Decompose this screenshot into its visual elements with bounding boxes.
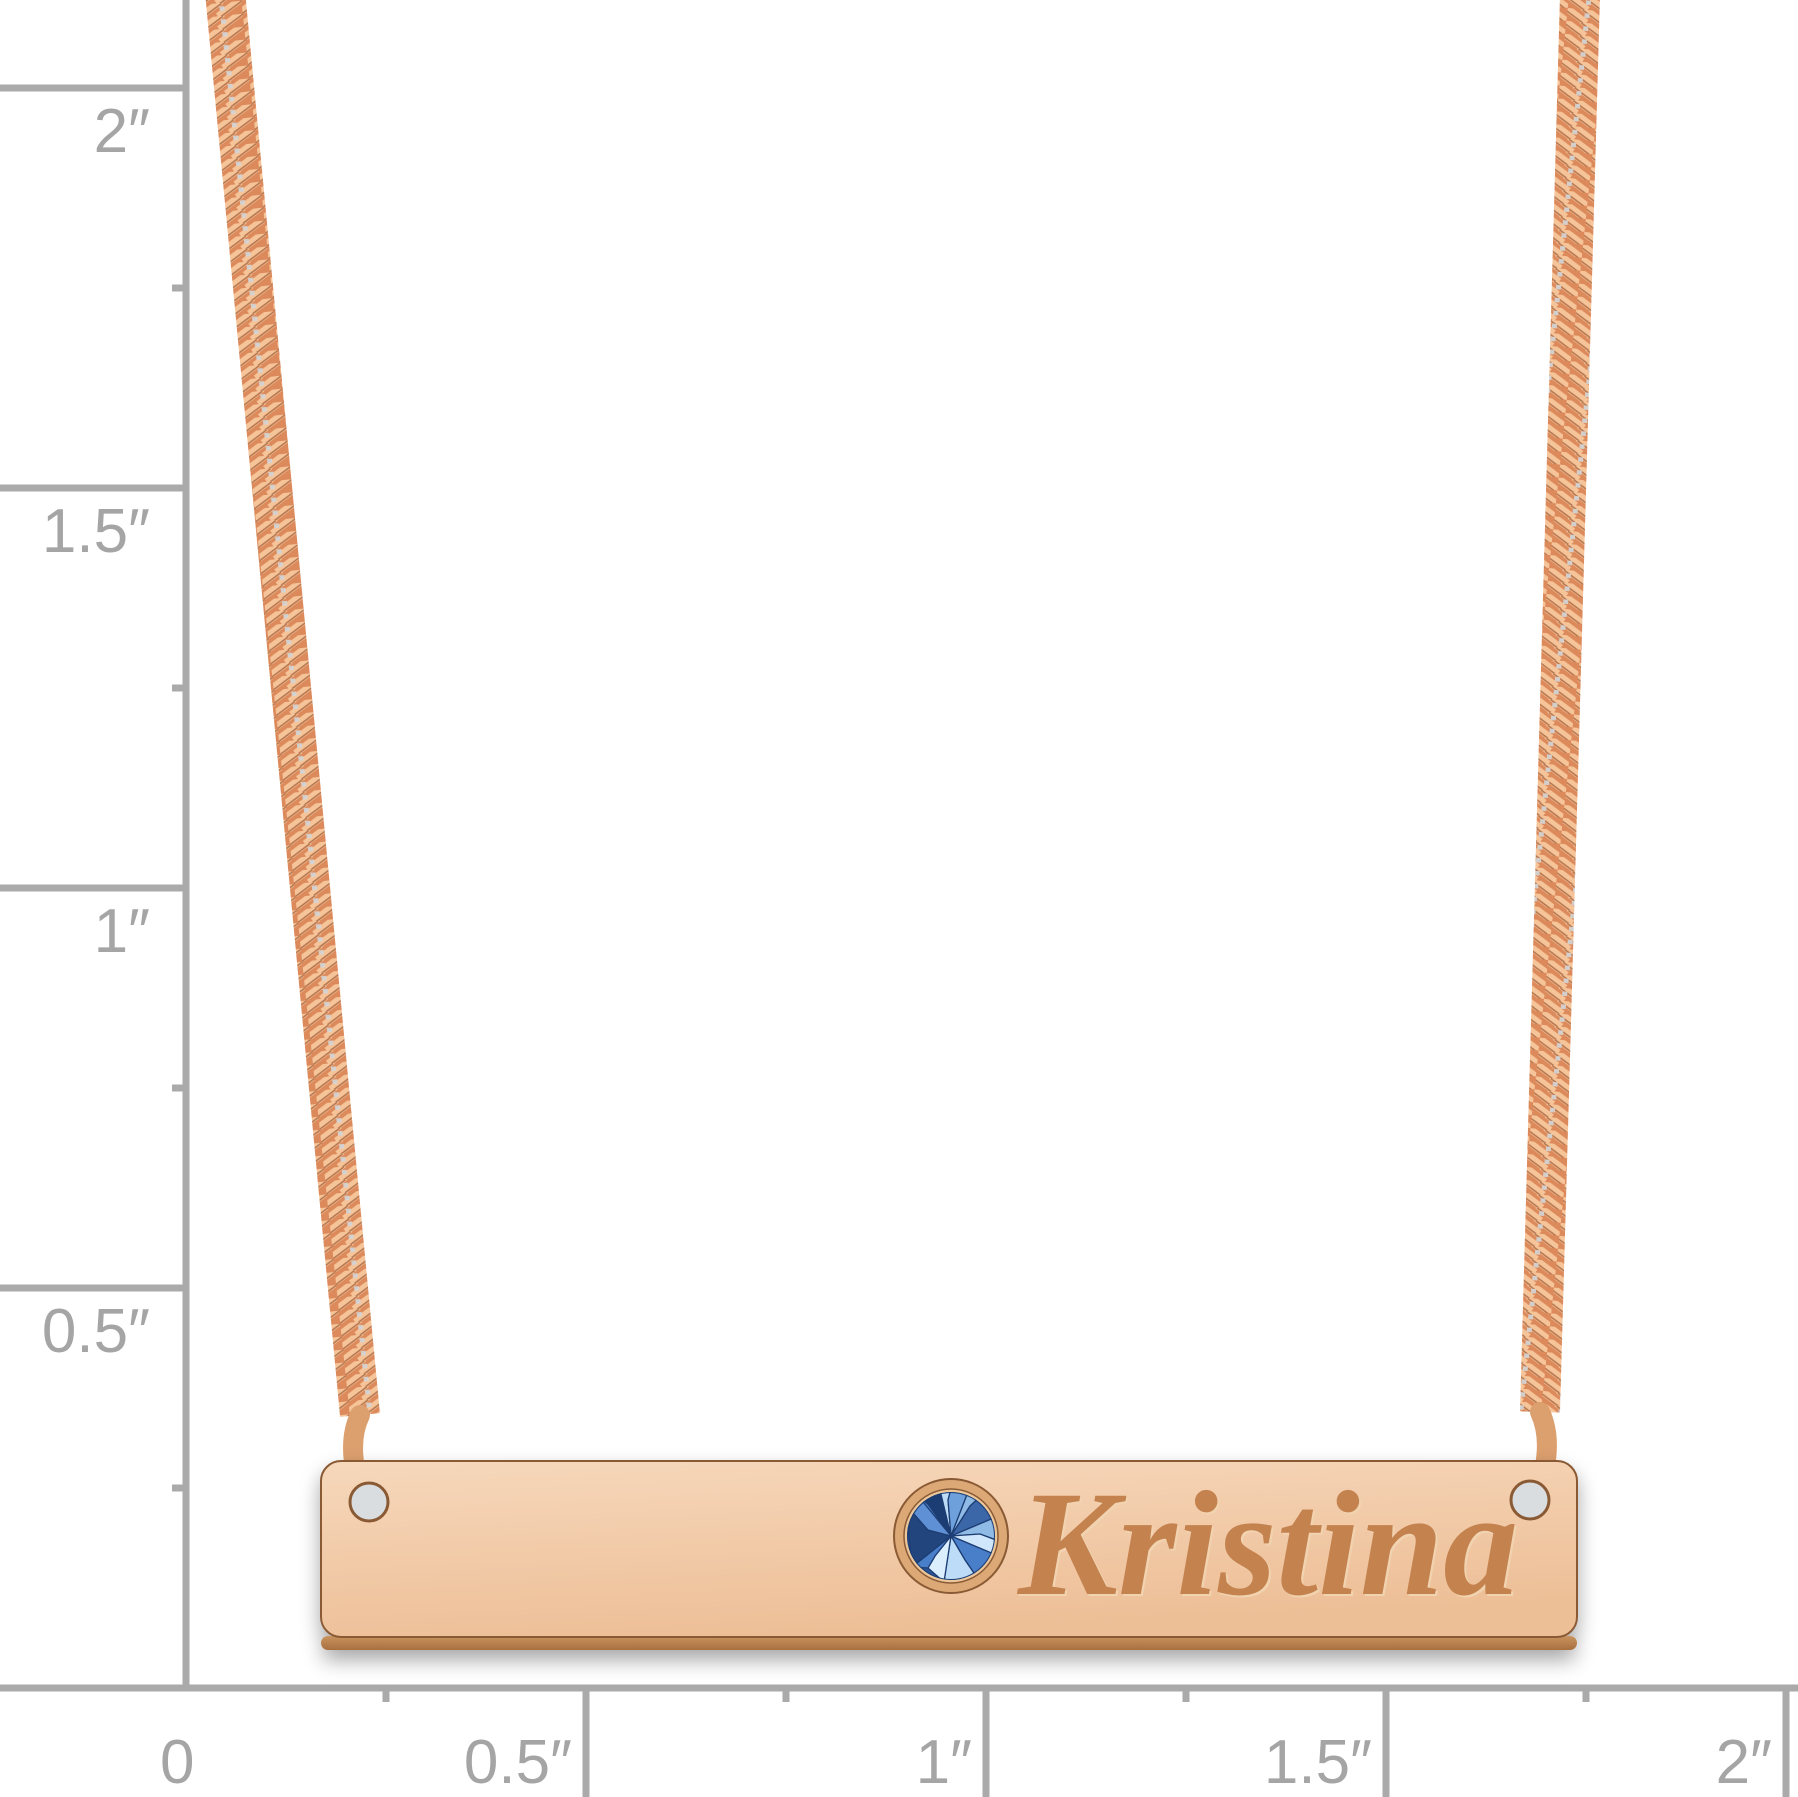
svg-text:0.5″: 0.5″ (464, 1728, 572, 1797)
svg-text:0: 0 (160, 1728, 194, 1797)
svg-text:1″: 1″ (916, 1728, 972, 1797)
svg-text:1″: 1″ (94, 897, 150, 966)
svg-text:0.5″: 0.5″ (42, 1297, 150, 1366)
svg-text:1.5″: 1.5″ (1264, 1728, 1372, 1797)
svg-text:2″: 2″ (94, 97, 150, 166)
svg-text:Kristina: Kristina (1016, 1461, 1518, 1627)
svg-text:2″: 2″ (1716, 1728, 1772, 1797)
svg-text:1.5″: 1.5″ (42, 497, 150, 566)
